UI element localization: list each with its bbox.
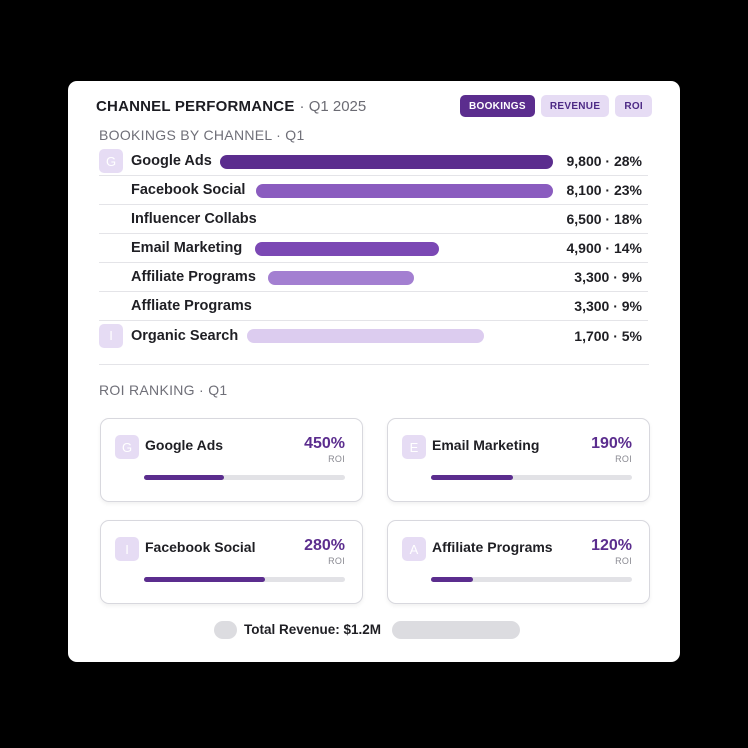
bookings-bar [256,184,553,198]
roi-unit-label: ROI [328,556,345,566]
tab-revenue[interactable]: REVENUE [540,95,610,117]
roi-percent: 450% [304,435,345,452]
google-ads-badge-icon: G [115,435,139,459]
channel-value: 3,300 · 9% [574,298,642,314]
tab-roi[interactable]: ROI [615,95,652,117]
channel-label: Influencer Collabs [131,211,257,227]
roi-unit-label: ROI [615,556,632,566]
google-ads-badge-icon: G [99,149,123,173]
footer-pill-right [392,621,520,639]
bookings-list: G Google Ads 9,800 · 28% Facebook Social… [99,147,648,350]
channel-value: 3,300 · 9% [574,269,642,285]
roi-percent: 120% [591,537,632,554]
roi-channel-name: Affiliate Programs [432,539,553,555]
affiliate-programs-badge-icon: A [402,537,426,561]
roi-progress-fill [144,577,265,582]
footer-pill-left [214,621,237,639]
channel-row-google-ads: G Google Ads 9,800 · 28% [99,147,648,176]
channel-value: 8,100 · 23% [566,182,643,198]
roi-progress-track [431,577,632,582]
roi-progress-track [144,475,345,480]
bookings-section-label: BOOKINGS BY CHANNEL · Q1 [99,127,305,143]
roi-progress-fill [144,475,225,480]
roi-channel-name: Facebook Social [145,539,256,555]
roi-channel-name: Google Ads [145,437,224,453]
metric-tabs: BOOKINGS REVENUE ROI [460,95,652,117]
page-subtitle: · Q1 2025 [299,97,367,115]
roi-channel-name: Email Marketing [432,437,540,453]
bookings-bar [268,271,414,285]
facebook-social-badge-icon: I [115,537,139,561]
roi-progress-fill [431,475,514,480]
channel-row-organic-search: I Organic Search 1,700 · 5% [99,321,648,350]
channel-label: Email Marketing [131,240,243,256]
channel-row-affiliate-programs: Affiliate Programs 3,300 · 9% [99,263,648,292]
channel-performance-card: CHANNEL PERFORMANCE · Q1 2025 BOOKINGS R… [68,81,680,662]
roi-progress-track [144,577,345,582]
channel-row-facebook-social: Facebook Social 8,100 · 23% [99,176,648,205]
channel-label: Organic Search [131,327,239,344]
channel-row-influencer-collabs: Influencer Collabs 6,500 · 18% [99,205,648,234]
bookings-bar [247,329,484,343]
card-header: CHANNEL PERFORMANCE · Q1 2025 BOOKINGS R… [96,95,652,117]
roi-card-facebook-social[interactable]: I Facebook Social 280% ROI [100,520,363,604]
roi-unit-label: ROI [615,454,632,464]
channel-label: Google Ads [131,153,212,169]
channel-label: Affliate Programs [131,298,252,314]
channel-row-affliate-programs: Affliate Programs 3,300 · 9% [99,292,648,321]
bookings-bar [220,155,553,169]
roi-card-google-ads[interactable]: G Google Ads 450% ROI [100,418,363,502]
roi-card-email-marketing[interactable]: E Email Marketing 190% ROI [387,418,650,502]
channel-label: Facebook Social [131,182,246,198]
footer-summary: Total Revenue: $1.2M [214,621,520,639]
total-revenue-text: Total Revenue: $1.2M [244,622,382,637]
roi-unit-label: ROI [328,454,345,464]
tab-bookings[interactable]: BOOKINGS [460,95,535,117]
bookings-bar [255,242,439,256]
roi-progress-track [431,475,632,480]
roi-section-label: ROI RANKING · Q1 [99,382,228,398]
page-title: CHANNEL PERFORMANCE [96,97,295,115]
channel-value: 6,500 · 18% [566,211,643,227]
roi-percent: 280% [304,537,345,554]
roi-card-affiliate-programs[interactable]: A Affiliate Programs 120% ROI [387,520,650,604]
roi-progress-fill [431,577,474,582]
section-divider [99,364,649,365]
organic-search-badge-icon: I [99,323,123,348]
channel-value: 4,900 · 14% [566,240,643,256]
channel-row-email-marketing: Email Marketing 4,900 · 14% [99,234,648,263]
channel-label: Affiliate Programs [131,269,256,285]
email-marketing-badge-icon: E [402,435,426,459]
channel-value: 1,700 · 5% [574,327,642,344]
roi-percent: 190% [591,435,632,452]
channel-value: 9,800 · 28% [566,153,643,169]
